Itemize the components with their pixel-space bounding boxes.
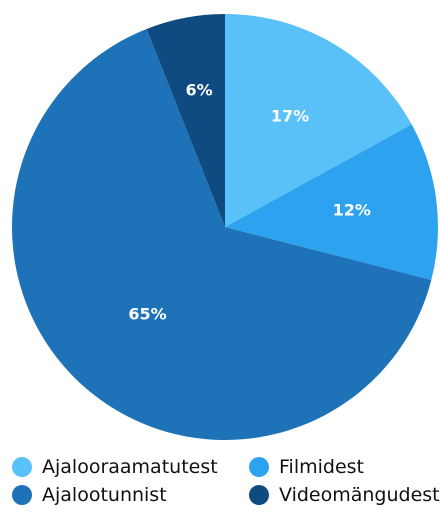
pie-slice-filmidest [225,124,438,280]
legend-item-ajalooraamatutest: Ajalooraamatutest [12,454,218,480]
legend-label: Ajalootunnist [42,484,167,506]
legend-swatch [12,485,32,505]
legend-swatch [12,457,32,477]
legend-item-filmidest: Filmidest [249,454,364,480]
pie-slice-data-label: 6% [185,81,212,100]
pie-slice-labels: 17% 12% 65% 6% [128,81,371,324]
pie-slice-ajalootunnist [11,28,432,441]
legend-swatch [249,485,269,505]
pie-slice-ajalooraamatutest [225,14,412,227]
legend-item-ajalootunnist: Ajalootunnist [12,482,167,508]
legend-item-videomangudest: Videomängudest [249,482,440,508]
pie-slice-data-label: 17% [271,106,309,125]
pie-slice-data-label: 65% [128,304,166,323]
legend-label: Ajalooraamatutest [42,456,218,478]
legend-label: Videomängudest [279,484,440,506]
legend-label: Filmidest [279,456,364,478]
pie-chart: 17% 12% 65% 6% [11,14,438,441]
pie-slices [11,14,438,441]
legend-swatch [249,457,269,477]
pie-slice-data-label: 12% [333,200,371,219]
pie-slice-videom-ngudest [146,14,225,227]
legend: Ajalooraamatutest Filmidest Ajalootunnis… [12,454,440,513]
